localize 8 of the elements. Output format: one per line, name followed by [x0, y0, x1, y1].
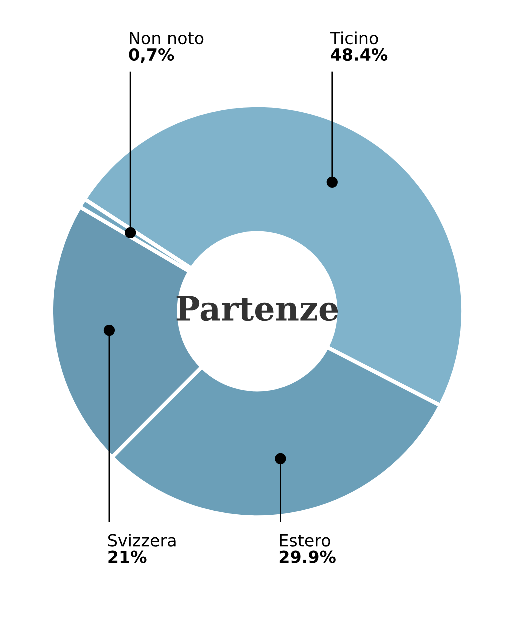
data-label: 21%	[108, 550, 147, 564]
slice-label: Non noto	[130, 32, 204, 45]
slice-label: Svizzera	[108, 534, 176, 547]
data-label: 48.4%	[331, 48, 388, 62]
data-label: 0,7%	[129, 48, 174, 64]
slice-label: Ticino	[330, 32, 378, 45]
slice-label: Estero	[280, 534, 330, 547]
data-label: 29.9%	[280, 550, 336, 564]
